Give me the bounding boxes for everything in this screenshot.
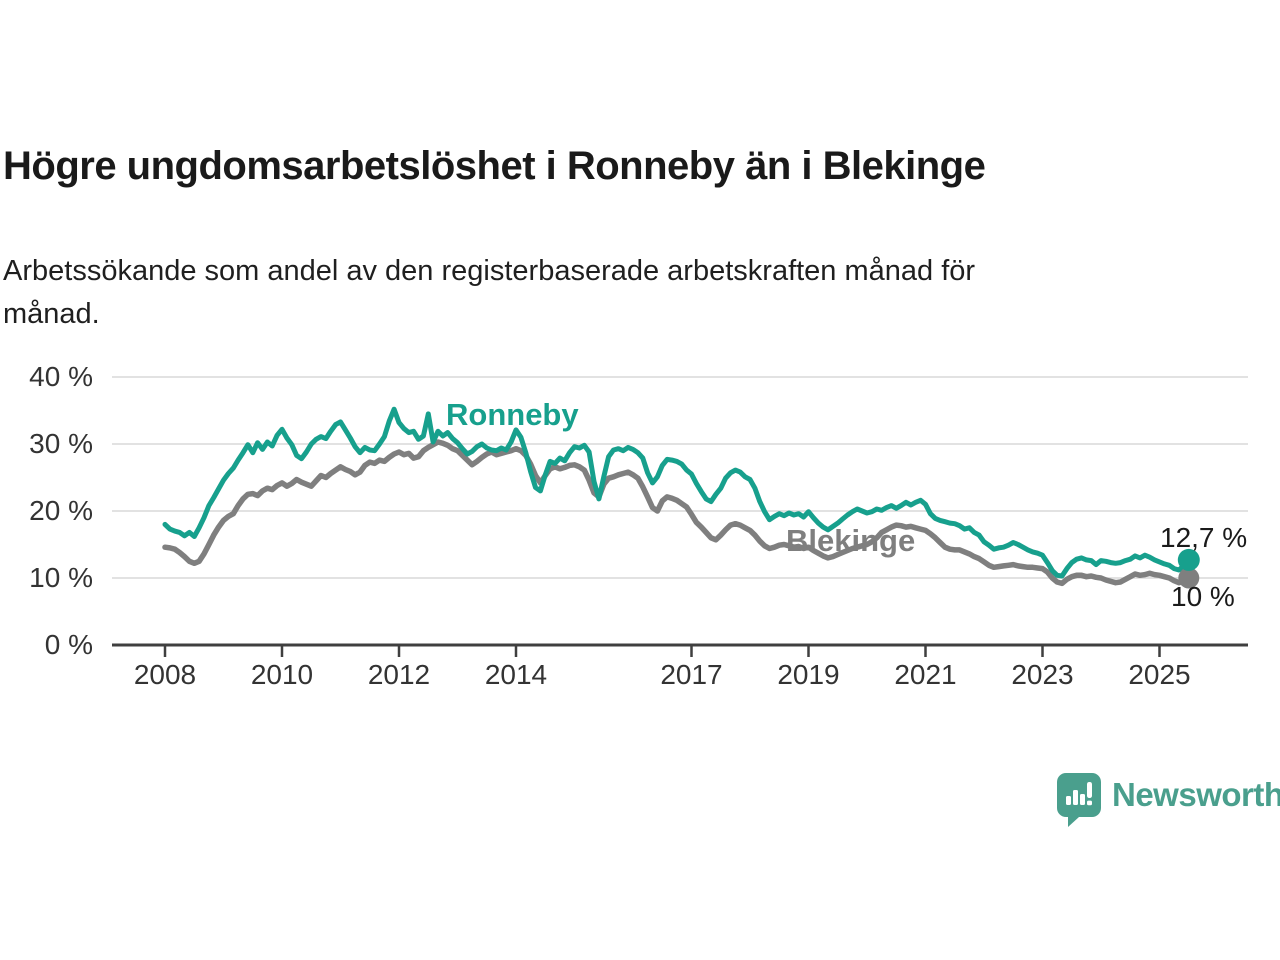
subtitle-line-2: månad.: [3, 298, 100, 330]
newsworthy-speech-bubble-bar-chart-icon: [1056, 772, 1102, 833]
x-axis-tick-label-2017: 2017: [660, 659, 723, 690]
series-label-ronneby: Ronneby: [446, 397, 579, 432]
y-axis-tick-label-40: 40 %: [29, 361, 93, 392]
newsworthy-logo[interactable]: Newsworthy: [1056, 772, 1280, 833]
y-axis-tick-label-20: 20 %: [29, 495, 93, 526]
end-dot-blekinge: [1178, 567, 1200, 589]
end-value-label-ronneby: 12,7 %: [1160, 522, 1248, 553]
page-title: Högre ungdomsarbetslöshet i Ronneby än i…: [3, 144, 986, 188]
x-axis-tick-label-2023: 2023: [1011, 659, 1074, 690]
y-axis-tick-label-0: 0 %: [44, 629, 93, 660]
end-value-label-blekinge: 10 %: [1171, 581, 1235, 612]
newsworthy-logo-text: Newsworthy: [1112, 776, 1280, 813]
subtitle-line-1: Arbetssökande som andel av den registerb…: [3, 255, 976, 287]
x-axis-tick-label-2014: 2014: [484, 659, 548, 690]
series-label-blekinge: Blekinge: [786, 523, 916, 558]
end-dot-ronneby: [1177, 548, 1200, 571]
x-axis-tick-label-2008: 2008: [133, 659, 197, 690]
x-axis-tick-label-2019: 2019: [777, 659, 840, 690]
series-line-blekinge: [162, 439, 1192, 587]
series-line-ronneby: [162, 406, 1192, 579]
x-axis-tick-label-2025: 2025: [1128, 659, 1191, 690]
x-axis-tick-label-2012: 2012: [367, 659, 431, 690]
y-axis-tick-label-10: 10 %: [29, 562, 93, 593]
x-axis-tick-label-2010: 2010: [250, 659, 314, 690]
x-axis-tick-label-2021: 2021: [894, 659, 957, 690]
y-axis-tick-label-30: 30 %: [29, 428, 93, 459]
chart-subtitle: Arbetssökande som andel av den registerb…: [3, 250, 1223, 336]
